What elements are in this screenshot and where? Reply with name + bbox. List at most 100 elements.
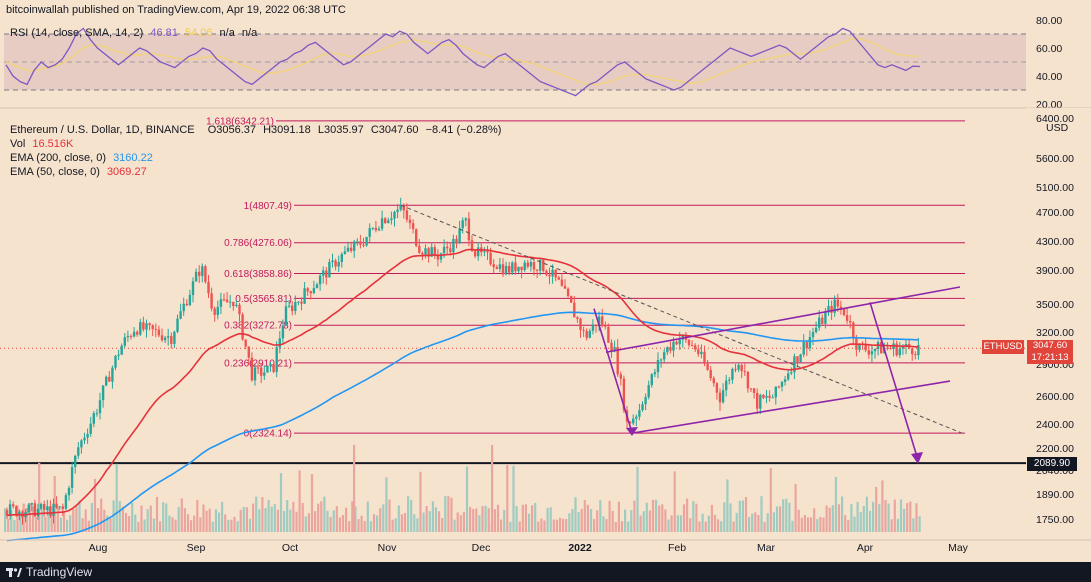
- volume-bar: [819, 517, 822, 532]
- candle-body: [399, 205, 402, 210]
- candle-body: [842, 309, 846, 316]
- candle-body: [622, 378, 626, 411]
- volume-bar: [481, 506, 484, 532]
- candle-body: [498, 264, 502, 269]
- volume-bar: [791, 520, 794, 532]
- projection-arrow-2-head: [911, 452, 923, 464]
- candle-body: [777, 386, 781, 388]
- volume-bar: [59, 517, 62, 532]
- volume-bar: [875, 486, 878, 532]
- volume-bar: [221, 501, 224, 532]
- volume-bar: [856, 502, 859, 532]
- candle-body: [191, 281, 195, 296]
- candle-body: [167, 336, 170, 338]
- fib-level-label: 1(4807.49): [244, 201, 292, 212]
- volume-bar: [270, 506, 273, 532]
- candle-body: [675, 341, 678, 345]
- volume-bar: [180, 498, 183, 532]
- candle-body: [650, 374, 653, 386]
- candle-body: [632, 418, 635, 424]
- candle-body: [188, 295, 192, 306]
- candle-body: [610, 342, 613, 352]
- candle-body: [523, 262, 526, 271]
- candle-body: [446, 246, 449, 249]
- volume-bar: [518, 521, 521, 532]
- volume-bar: [487, 508, 490, 532]
- volume-bar: [552, 519, 555, 532]
- volume-label: Vol: [10, 138, 26, 150]
- candle-body: [260, 367, 263, 376]
- volume-bar: [382, 504, 385, 532]
- candle-body: [331, 260, 334, 263]
- candle-body: [362, 244, 365, 246]
- volume-bar: [258, 509, 261, 532]
- ema50-value: 3069.27: [106, 166, 147, 178]
- price-axis-tick-label: 3500.00: [1036, 299, 1074, 311]
- volume-bar: [491, 445, 494, 532]
- volume-bar: [679, 515, 682, 532]
- volume-bar: [400, 514, 403, 532]
- volume-bar: [286, 500, 289, 532]
- volume-bar: [565, 519, 568, 532]
- price-axis-tick-label: 1750.00: [1036, 514, 1074, 526]
- candle-body: [120, 345, 123, 355]
- ema200-value: 3160.22: [113, 152, 153, 164]
- volume-bar: [353, 445, 356, 532]
- volume-bar: [143, 519, 146, 532]
- volume-bar: [276, 509, 279, 532]
- chart-canvas[interactable]: 80.0060.0040.0020.001.618(6342.21)1(4807…: [0, 0, 1091, 562]
- candle-body: [36, 508, 40, 517]
- candle-body: [911, 348, 914, 355]
- candle-body: [706, 363, 709, 370]
- candle-body: [278, 338, 281, 348]
- candle-body: [895, 343, 898, 356]
- volume-bar: [273, 504, 276, 532]
- volume-bar: [413, 514, 416, 532]
- volume-bar: [828, 507, 831, 532]
- candle-body: [92, 413, 95, 424]
- price-axis-tick-label: 6400.00: [1036, 113, 1074, 125]
- candle-body: [833, 299, 836, 313]
- candle-body: [222, 299, 226, 301]
- candle-body: [95, 413, 99, 415]
- candle-body: [880, 342, 883, 354]
- candle-body: [560, 279, 564, 286]
- volume-bar: [779, 506, 782, 532]
- volume-bar: [279, 473, 283, 532]
- candle-body: [210, 293, 213, 309]
- candle-body: [315, 284, 319, 289]
- volume-bar: [450, 497, 453, 532]
- volume-bar: [642, 511, 645, 532]
- candle-body: [749, 388, 753, 390]
- volume-bar: [152, 518, 155, 532]
- volume-bar: [31, 506, 35, 532]
- time-axis-tick-label: Sep: [187, 542, 206, 554]
- ohlc-change: −8.41 (−0.28%): [425, 124, 502, 136]
- candle-body: [284, 306, 288, 326]
- volume-bar: [729, 503, 732, 532]
- volume-bar: [549, 507, 552, 532]
- candle-body: [108, 376, 111, 382]
- published-note: bitcoinwallah published on TradingView.c…: [6, 4, 346, 16]
- candle-body: [123, 337, 126, 346]
- candle-body: [511, 262, 514, 273]
- volume-bar: [248, 518, 252, 532]
- candle-body: [111, 367, 114, 382]
- ohlc-open: O3056.37: [207, 124, 257, 136]
- support-level-tag: 2089.90: [1027, 457, 1077, 471]
- volume-bar: [165, 503, 168, 532]
- candle-body: [235, 304, 238, 306]
- candle-body: [762, 394, 765, 398]
- volume-bar: [236, 521, 239, 532]
- volume-bar: [611, 510, 614, 532]
- volume-bar: [822, 517, 825, 532]
- volume-bar: [93, 478, 97, 532]
- volume-bar: [493, 509, 496, 532]
- candle-body: [780, 381, 784, 387]
- candle-body: [703, 351, 706, 364]
- volume-bar: [298, 470, 301, 532]
- volume-bar: [10, 509, 13, 532]
- candle-body: [98, 400, 102, 414]
- volume-bar: [903, 508, 906, 532]
- candle-body: [384, 218, 387, 223]
